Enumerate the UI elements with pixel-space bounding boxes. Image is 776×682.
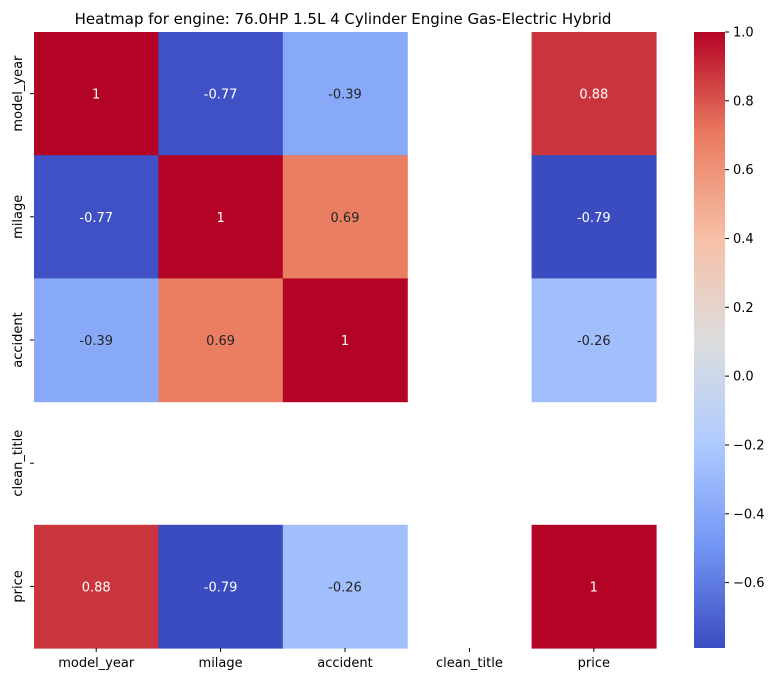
chart-title: Heatmap for engine: 76.0HP 1.5L 4 Cylind…	[75, 10, 612, 28]
heatmap-cells: 1 -0.77 -0.39 0.88 -0.77 1 0.69 -0.79 -0.39 0.69 1…	[34, 32, 657, 649]
cell-value-label: -0.77	[204, 88, 238, 103]
colorbar-tick-label: 1.0	[733, 26, 754, 41]
row-tick-label-clean-title: clean_title	[11, 430, 26, 497]
cell-value-label: -0.39	[328, 88, 362, 103]
col-tick-label-accident: accident	[317, 656, 372, 671]
cell-value-label: 0.69	[206, 334, 235, 349]
cell-value-label: 1	[216, 211, 224, 226]
heatmap-cell-price-milage	[158, 524, 284, 649]
heatmap-cell-model-year-price	[531, 32, 657, 156]
cell-value-label: 1	[92, 88, 100, 103]
colorbar-tick-label: 0.0	[733, 370, 754, 385]
heatmap-cell-model-year-milage	[158, 32, 284, 156]
cell-value-label: -0.39	[79, 334, 113, 349]
heatmap-cell-milage-price	[531, 155, 657, 279]
col-tick-label-model-year: model_year	[58, 656, 135, 671]
heatmap-cell-price-accident	[282, 524, 408, 649]
cell-value-label: 1	[590, 580, 598, 595]
col-tick-label-price: price	[578, 656, 610, 671]
heatmap-cell-milage-milage	[158, 155, 284, 279]
cell-value-label: -0.79	[577, 211, 611, 226]
colorbar-tick-label: 0.8	[733, 94, 754, 109]
heatmap-cell-price-model-year	[34, 524, 159, 649]
heatmap-cell-accident-milage	[158, 278, 284, 403]
cell-value-label: -0.26	[577, 334, 611, 349]
cell-value-label: 0.69	[331, 211, 360, 226]
colorbar-tick-label: −0.6	[733, 576, 765, 591]
heatmap-cell-model-year-accident	[282, 32, 408, 156]
row-tick-label-milage: milage	[11, 195, 26, 239]
cell-value-label: -0.26	[328, 580, 362, 595]
cell-value-label: -0.77	[79, 211, 113, 226]
heatmap-cell-accident-model-year	[34, 278, 159, 403]
row-tick-label-price: price	[11, 570, 26, 602]
heatmap-cell-price-price	[531, 524, 657, 649]
colorbar-tick-label: 0.6	[733, 163, 754, 178]
col-tick-label-milage: milage	[199, 656, 243, 671]
colorbar-tick-label: 0.2	[733, 301, 754, 316]
heatmap-cell-accident-price	[531, 278, 657, 403]
cell-value-label: 1	[341, 334, 349, 349]
colorbar-tick-label: −0.4	[733, 507, 765, 522]
heatmap-cell-milage-accident	[282, 155, 408, 279]
heatmap-cell-model-year-model-year	[34, 32, 159, 156]
col-tick-labels: model_year milage accident clean_title price	[58, 648, 610, 671]
colorbar: 1.0 0.8 0.6 0.4 0.2 0.0 −0.2 −0.4 −0.6	[694, 26, 765, 648]
col-tick-label-clean-title: clean_title	[436, 656, 503, 671]
colorbar-gradient	[694, 32, 725, 648]
cell-value-label: 0.88	[82, 580, 111, 595]
cell-value-label: -0.79	[204, 580, 238, 595]
colorbar-tick-label: 0.4	[733, 232, 754, 247]
heatmap-cell-milage-model-year	[34, 155, 159, 279]
colorbar-tick-label: −0.2	[733, 438, 765, 453]
row-tick-label-model-year: model_year	[11, 55, 26, 132]
cell-value-label: 0.88	[579, 88, 608, 103]
row-tick-label-accident: accident	[11, 312, 26, 367]
heatmap-cell-accident-accident	[282, 278, 408, 403]
